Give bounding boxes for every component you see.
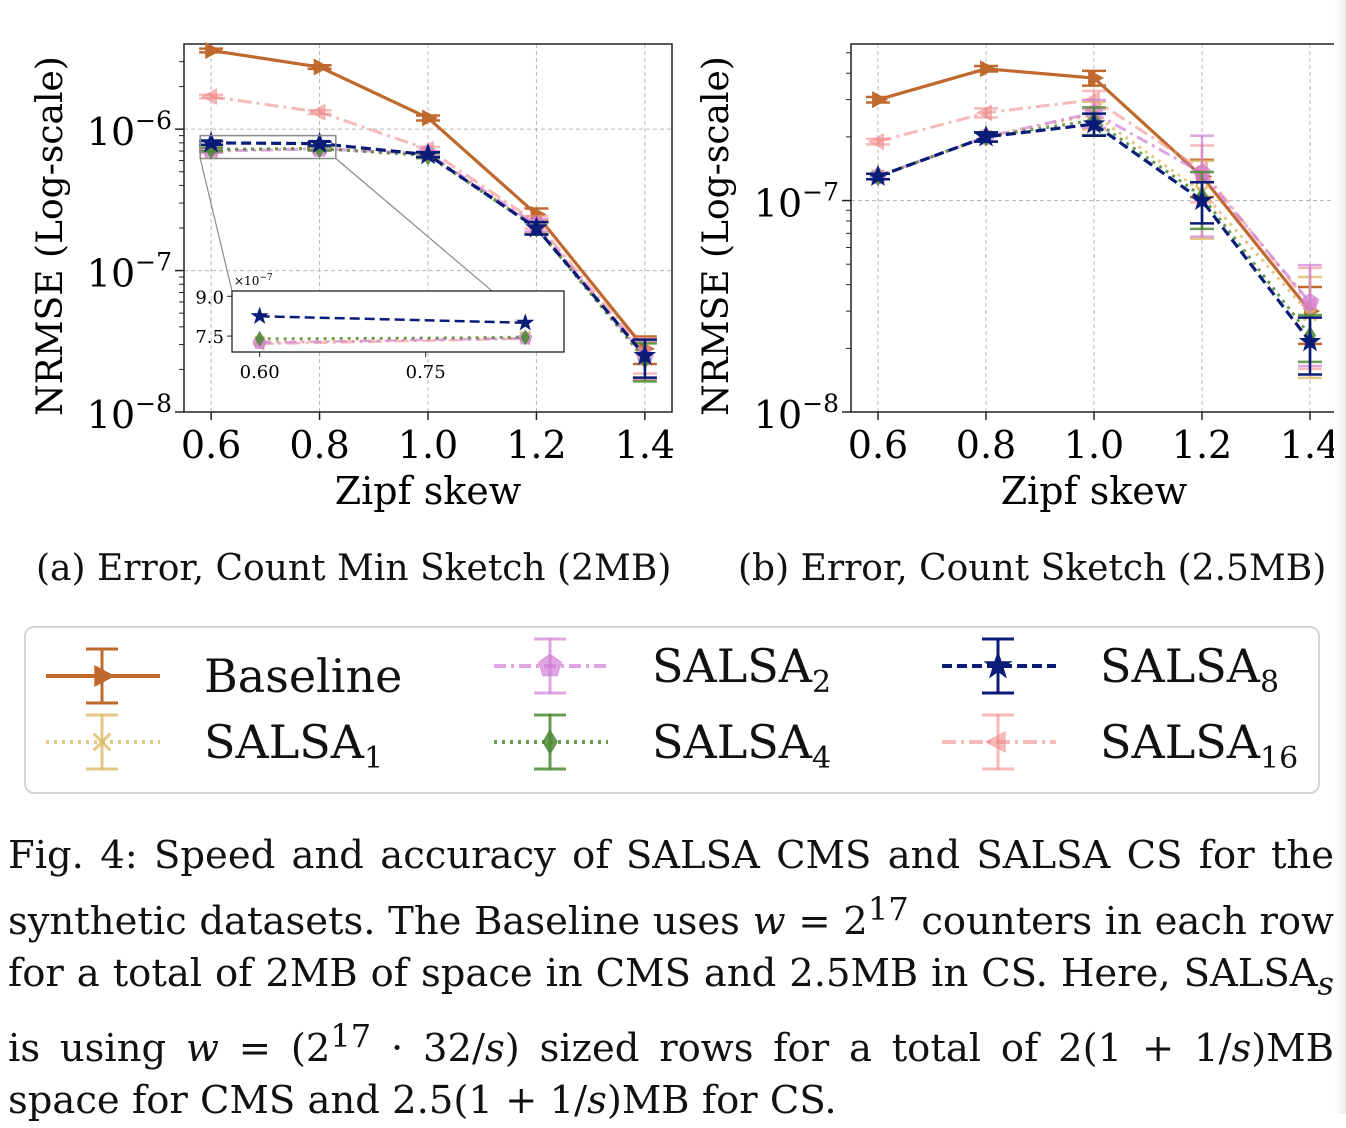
data-point [309,103,326,121]
inset-series-line [259,336,526,344]
data-point [980,60,997,78]
data-point [313,58,330,76]
legend-label: SALSA [1100,639,1261,693]
x-tick-label: 1.4 [615,423,675,467]
inset-data-point [516,313,535,331]
legend-marker [542,729,558,755]
chart-panel-b: 0.6 0.8 1.0 1.2 1.4 10−7 10−8 Zipf skew NRMSE (L… [696,43,1340,513]
data-point [416,142,440,165]
y-axis-label: NRMSE (Log-scale) [696,56,737,416]
figure-caption: Fig. 4: Speed and accuracy of SALSA CMS … [8,833,1334,1124]
y-tick-label: 10−8 [754,389,839,437]
legend-label: SALSA [204,715,365,769]
inset-y-tick-label: 9.0 [195,287,224,308]
data-point [201,88,218,106]
x-tick-label: 1.2 [506,423,566,467]
legend-symbol-salsa4 [494,713,608,771]
legend-label-sub: 1 [364,741,384,776]
series-salsa8 [199,130,657,379]
zoom-inset: 0.60 0.75 9.0 7.5 ×10−7 [195,134,565,383]
zoom-connector [199,158,233,292]
x-axis-label: Zipf skew [1001,469,1188,513]
y-tick-label: 10−6 [87,106,172,154]
data-point [872,91,889,109]
legend: Baseline SALSA2 SALSA8 SALSA1 SALSA4 SAL… [24,626,1320,794]
data-point [422,109,439,127]
legend-label-sub: 2 [812,665,832,700]
x-tick-label: 1.4 [1280,423,1340,467]
data-point [975,104,992,122]
y-tick-label: 10−8 [87,389,172,437]
legend-label: Baseline [204,649,403,703]
page-edge-shadow [1334,0,1346,1114]
data-point [633,343,657,366]
x-tick-label: 0.8 [956,423,1016,467]
y-axis-label: NRMSE (Log-scale) [30,56,71,416]
inset-y-tick-label: 7.5 [195,327,224,348]
chart-panel-a: 0.6 0.8 1.0 1.2 1.4 10−6 10−7 10−8 Zipf skew NRMS… [30,41,675,513]
x-tick-label: 1.2 [1172,423,1232,467]
x-tick-label: 0.6 [181,423,241,467]
data-point [1298,329,1322,352]
legend-marker [984,730,1006,754]
legend-marker [538,653,562,677]
legend-marker [983,650,1013,679]
zoom-region-box [199,134,337,160]
y-tick-label: 10−7 [87,248,172,296]
inset-series-line [259,337,526,346]
x-tick-label: 1.0 [1064,423,1124,467]
legend-symbol-salsa8 [942,637,1056,695]
x-tick-label: 0.6 [848,423,908,467]
y-tick-label: 10−7 [754,178,839,226]
subcaption-a: (a) Error, Count Min Sketch (2MB) [36,548,672,589]
data-point [1082,112,1106,134]
legend-symbol-salsa1 [46,713,160,771]
data-point [867,133,884,151]
data-point [866,164,890,187]
inset-data-point [520,329,531,346]
data-point [308,131,331,154]
series-line [877,122,1312,343]
data-point [974,124,998,147]
inset-data-point [254,330,265,347]
figure-charts: 0.6 0.8 1.0 1.2 1.4 10−6 10−7 10−8 Zipf skew NRMS… [30,41,1340,513]
x-axis-label: Zipf skew [335,469,522,513]
inset-x-tick-label: 0.60 [240,362,280,383]
legend-marker [92,732,112,752]
x-tick-label: 0.8 [289,423,349,467]
inset-multiplier: ×10−7 [234,273,273,288]
inset-frame [231,290,565,353]
legend-label: SALSA [652,715,813,769]
legend-symbol-salsa2 [494,637,608,695]
legend-symbol-baseline [46,647,160,705]
series-salsa8 [866,112,1322,376]
legend-label-sub: 16 [1260,741,1299,776]
data-point [199,130,223,153]
inset-data-point [250,306,269,324]
data-point [205,41,222,59]
legend-marker [94,664,116,688]
legend-label: SALSA [652,639,813,693]
data-point [1088,69,1105,87]
data-point [525,216,548,238]
legend-label-sub: 4 [812,741,832,776]
legend-label-sub: 8 [1260,665,1280,700]
x-tick-label: 1.0 [398,423,458,467]
data-point [1190,188,1214,211]
subcaption-b: (b) Error, Count Sketch (2.5MB) [738,548,1327,589]
data-point [1300,292,1320,311]
inset-x-tick-label: 0.75 [406,362,446,383]
legend-symbol-salsa16 [942,713,1056,771]
legend-label: SALSA [1100,715,1261,769]
